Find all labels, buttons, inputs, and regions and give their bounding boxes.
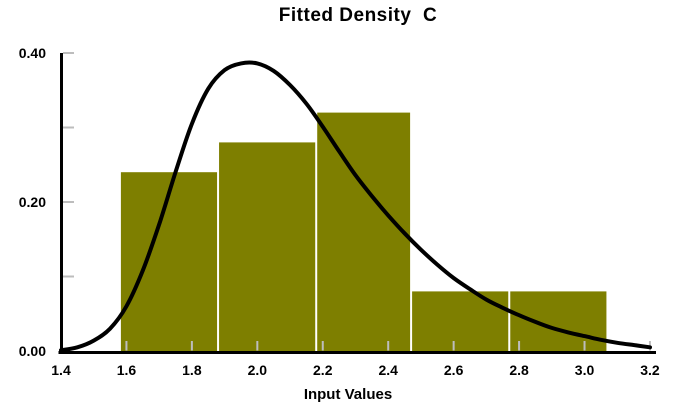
y-tick-label: 0.40 [18, 45, 46, 61]
density-curve [59, 60, 652, 353]
histogram-bar [120, 172, 218, 351]
x-tick-label: 3.2 [640, 362, 660, 378]
x-tick-label: 1.4 [51, 362, 71, 378]
x-tick-label: 2.6 [443, 362, 464, 378]
x-tick-label: 2.0 [247, 362, 268, 378]
y-tick-label: 0.00 [18, 343, 46, 359]
x-tick-label: 1.8 [182, 362, 202, 378]
x-tick-label: 1.6 [116, 362, 137, 378]
x-axis-title: Input Values [303, 386, 393, 403]
x-tick-label: 3.0 [574, 362, 595, 378]
x-tick-label: 2.4 [378, 362, 398, 378]
histogram-bar [412, 291, 509, 351]
x-tick-label: 2.2 [313, 362, 333, 378]
histogram-bar [510, 291, 607, 351]
chart-title: Fitted Density C [278, 5, 438, 26]
histogram-bar [317, 112, 411, 351]
histogram-bar [219, 142, 316, 351]
y-tick-label: 0.20 [18, 194, 46, 210]
x-tick-label: 2.8 [509, 362, 529, 378]
